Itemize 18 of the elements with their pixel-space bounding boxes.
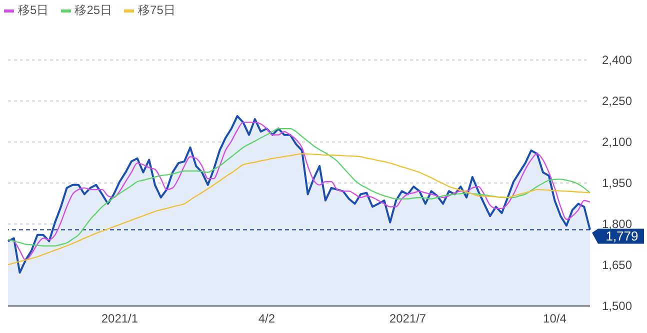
x-tick-label: 2021/7: [389, 312, 426, 326]
y-tick-label: 1,800: [602, 217, 632, 231]
line-series: [7, 122, 591, 261]
y-tick-label: 1,500: [602, 299, 632, 313]
line-series: [7, 128, 591, 246]
y-tick-label: 2,400: [602, 53, 632, 67]
y-tick-label: 2,100: [602, 135, 632, 149]
legend-label: 移25日: [74, 2, 112, 19]
y-tick-label: 1,650: [602, 258, 632, 272]
x-tick-label: 2021/1: [101, 312, 138, 326]
ref-line-label: 1,779: [606, 228, 638, 244]
y-tick-label: 1,950: [602, 176, 632, 190]
line-series: [7, 153, 591, 266]
y-tick-label: 2,250: [602, 94, 632, 108]
legend-label: 移75日: [137, 2, 176, 19]
x-tick-label: 10/4: [543, 312, 567, 326]
x-tick-label: 4/2: [258, 312, 276, 326]
legend-label: 移5日: [17, 2, 49, 19]
